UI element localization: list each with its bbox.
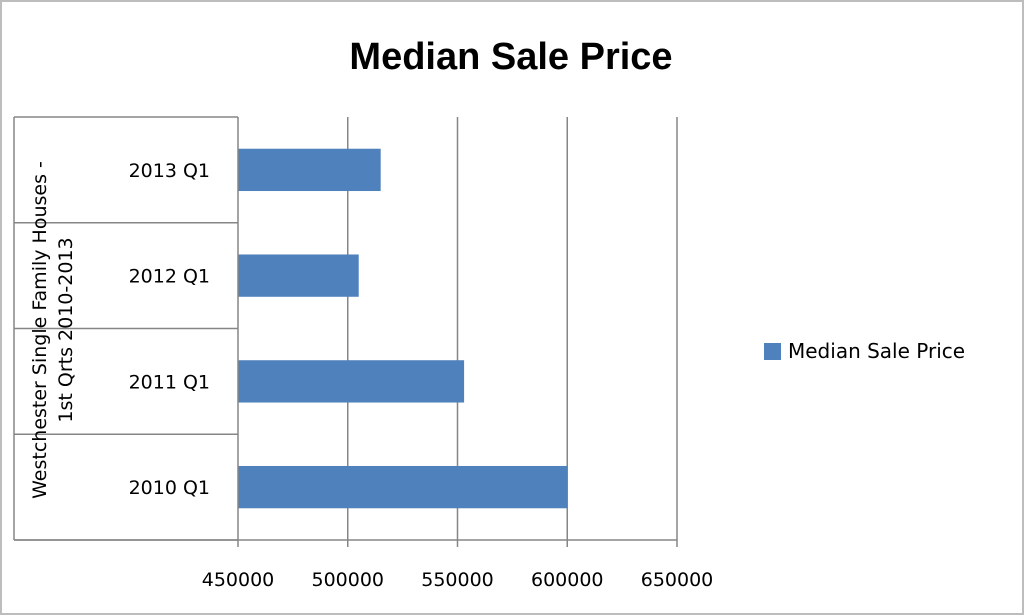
y-category-label: 2010 Q1 xyxy=(129,477,210,499)
y-category-label: 2011 Q1 xyxy=(129,371,210,393)
y-axis-title-line-1: Westchester Single Family Houses - xyxy=(29,161,51,499)
y-category-label: 2012 Q1 xyxy=(129,266,210,288)
x-tick-label: 600000 xyxy=(531,569,604,591)
bars xyxy=(238,148,568,509)
y-axis-title: Westchester Single Family Houses - 1st Q… xyxy=(29,161,77,499)
x-tick-label: 500000 xyxy=(311,569,384,591)
x-tick-label: 550000 xyxy=(421,569,494,591)
bar xyxy=(238,254,359,297)
legend-label: Median Sale Price xyxy=(788,339,965,363)
chart-title: Median Sale Price xyxy=(349,36,672,78)
legend-swatch xyxy=(764,343,781,360)
axes xyxy=(13,116,678,547)
legend: Median Sale Price xyxy=(764,339,965,363)
bar xyxy=(238,360,465,403)
x-tick-labels: 450000 500000 550000 600000 650000 xyxy=(202,569,714,591)
y-axis-title-line-2: 1st Qrts 2010-2013 xyxy=(55,237,77,422)
y-category-label: 2013 Q1 xyxy=(129,160,210,182)
bar xyxy=(238,465,568,509)
bar xyxy=(238,148,381,192)
y-category-labels: 2010 Q1 2011 Q1 2012 Q1 2013 Q1 xyxy=(129,160,210,499)
x-tick-label: 650000 xyxy=(641,569,714,591)
x-tick-label: 450000 xyxy=(202,569,275,591)
